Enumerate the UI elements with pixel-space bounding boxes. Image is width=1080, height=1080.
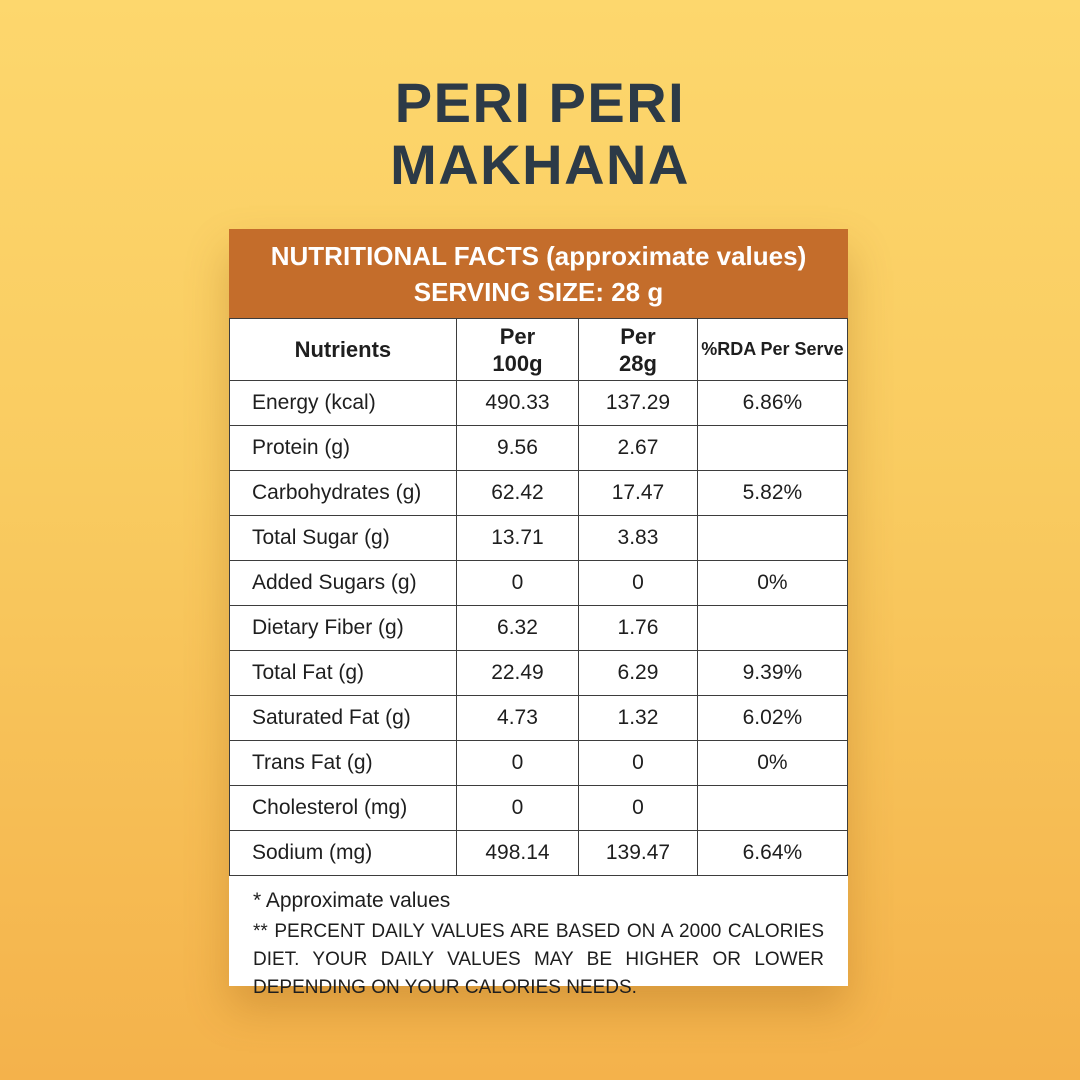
table-row: Saturated Fat (g) 4.73 1.32 6.02% — [229, 695, 849, 741]
table-row: Protein (g) 9.56 2.67 — [229, 425, 849, 471]
nutrient-label: Energy (kcal) — [229, 380, 457, 426]
nutrient-label: Trans Fat (g) — [229, 740, 457, 786]
column-header-nutrients: Nutrients — [229, 318, 457, 381]
table-row: Dietary Fiber (g) 6.32 1.76 — [229, 605, 849, 651]
rda-value — [696, 425, 849, 471]
per-28g-value: 2.67 — [578, 425, 698, 471]
rda-value: 0% — [696, 740, 849, 786]
nutrition-table-body: Energy (kcal) 490.33 137.29 6.86% Protei… — [229, 380, 849, 876]
rda-value: 9.39% — [696, 650, 849, 696]
per-28g-value: 1.32 — [578, 695, 698, 741]
column-header-per-100g: Per 100g — [455, 318, 580, 381]
per-28g-value: 0 — [578, 785, 698, 831]
per-100g-value: 62.42 — [455, 470, 580, 516]
table-row: Total Sugar (g) 13.71 3.83 — [229, 515, 849, 561]
rda-value: 0% — [696, 560, 849, 606]
per-28g-value: 139.47 — [578, 830, 698, 876]
nutrient-label: Total Fat (g) — [229, 650, 457, 696]
nutrient-label: Cholesterol (mg) — [229, 785, 457, 831]
nutrient-label: Dietary Fiber (g) — [229, 605, 457, 651]
per-100g-value: 9.56 — [455, 425, 580, 471]
nutrient-label: Total Sugar (g) — [229, 515, 457, 561]
table-row: Carbohydrates (g) 62.42 17.47 5.82% — [229, 470, 849, 516]
footnotes: * Approximate values ** PERCENT DAILY VA… — [229, 876, 848, 1002]
table-row: Sodium (mg) 498.14 139.47 6.64% — [229, 830, 849, 876]
per-100g-value: 6.32 — [455, 605, 580, 651]
per-28g-value: 1.76 — [578, 605, 698, 651]
page-title-line2: MAKHANA — [390, 133, 690, 196]
nutrition-facts-title: NUTRITIONAL FACTS (approximate values) — [270, 240, 807, 271]
nutrient-label: Protein (g) — [229, 425, 457, 471]
table-header-row: Nutrients Per 100g Per 28g %RDA Per Serv… — [229, 318, 849, 381]
rda-value — [696, 605, 849, 651]
nutrition-facts-card: NUTRITIONAL FACTS (approximate values) S… — [229, 229, 849, 998]
per-100g-value: 490.33 — [455, 380, 580, 426]
table-row: Added Sugars (g) 0 0 0% — [229, 560, 849, 606]
per-28g-value: 17.47 — [578, 470, 698, 516]
rda-value: 6.02% — [696, 695, 849, 741]
rda-value — [696, 515, 849, 561]
rda-value: 5.82% — [696, 470, 849, 516]
per-100g-value: 0 — [455, 785, 580, 831]
per-28g-value: 0 — [578, 560, 698, 606]
nutrition-table: Nutrients Per 100g Per 28g %RDA Per Serv… — [229, 318, 849, 876]
nutrient-label: Added Sugars (g) — [229, 560, 457, 606]
rda-value: 6.86% — [696, 380, 849, 426]
rda-value — [696, 785, 849, 831]
serving-size-label: SERVING SIZE: 28 g — [413, 276, 664, 307]
footnote-approximate-values: * Approximate values — [253, 889, 451, 912]
nutrient-label: Carbohydrates (g) — [229, 470, 457, 516]
page-title: PERI PERI MAKHANA — [0, 72, 1080, 196]
nutrient-label: Saturated Fat (g) — [229, 695, 457, 741]
per-100g-value: 0 — [455, 560, 580, 606]
per-100g-value: 22.49 — [455, 650, 580, 696]
table-row: Cholesterol (mg) 0 0 — [229, 785, 849, 831]
per-100g-value: 4.73 — [455, 695, 580, 741]
per-100g-value: 0 — [455, 740, 580, 786]
per-100g-value: 13.71 — [455, 515, 580, 561]
table-row: Trans Fat (g) 0 0 0% — [229, 740, 849, 786]
rda-value: 6.64% — [696, 830, 849, 876]
per-28g-value: 0 — [578, 740, 698, 786]
nutrient-label: Sodium (mg) — [229, 830, 457, 876]
per-100g-value: 498.14 — [455, 830, 580, 876]
column-header-rda: %RDA Per Serve — [696, 318, 849, 381]
table-row: Energy (kcal) 490.33 137.29 6.86% — [229, 380, 849, 426]
nutrition-facts-header: NUTRITIONAL FACTS (approximate values) S… — [229, 229, 848, 318]
per-28g-value: 3.83 — [578, 515, 698, 561]
column-header-per-28g: Per 28g — [578, 318, 698, 381]
per-28g-value: 6.29 — [578, 650, 698, 696]
per-28g-value: 137.29 — [578, 380, 698, 426]
page-title-line1: PERI PERI — [394, 71, 686, 134]
table-row: Total Fat (g) 22.49 6.29 9.39% — [229, 650, 849, 696]
footnote-daily-values: ** PERCENT DAILY VALUES ARE BASED ON A 2… — [253, 921, 824, 998]
